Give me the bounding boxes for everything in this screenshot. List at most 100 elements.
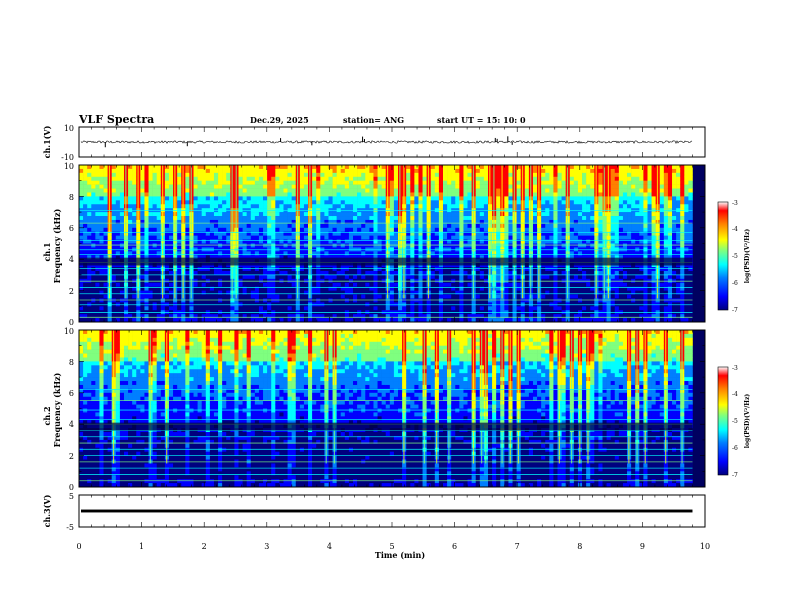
spec1-cell	[275, 267, 280, 272]
spec1-cell	[197, 251, 202, 256]
spec1-cell	[361, 231, 366, 236]
spec1-burst	[472, 165, 475, 299]
spec1-cell	[83, 172, 88, 178]
spec1-cell	[218, 216, 223, 221]
spec1-cell	[209, 212, 215, 217]
spec1-cell	[557, 306, 562, 311]
spec1-cell	[577, 239, 583, 244]
spec1-cell	[213, 216, 219, 221]
spec1-cell	[569, 219, 575, 225]
spec1-cell	[238, 200, 243, 205]
spec1-cell	[516, 286, 522, 291]
spec1-cell	[230, 314, 235, 319]
spec1-cell	[279, 274, 284, 280]
spec1-cell	[365, 227, 370, 233]
spec1-burst	[386, 165, 389, 299]
spec1-cell	[459, 231, 464, 236]
spec1-cell	[418, 286, 423, 291]
spec1-cell	[451, 243, 456, 248]
spec1-cell	[357, 200, 362, 205]
spec1-cell	[373, 176, 378, 181]
spec1-cell	[422, 267, 427, 272]
spec1-cell	[128, 219, 133, 225]
spec1-cell	[213, 267, 219, 272]
spec1-cell	[553, 274, 558, 280]
spec1-cell	[353, 267, 358, 272]
spec1-cell	[185, 192, 190, 197]
spec1-cell	[132, 235, 137, 240]
spec1-cell	[279, 267, 284, 272]
spec1-cell	[336, 282, 342, 287]
spec1-cell	[164, 227, 170, 233]
spec1-cell	[577, 172, 583, 178]
spec1-cell	[263, 255, 268, 260]
spec1-cell	[128, 212, 133, 217]
spec1-cell	[197, 200, 202, 205]
spec1-cell	[128, 314, 133, 319]
spec1-cell	[111, 223, 117, 229]
spec1-cell	[455, 204, 460, 209]
spec1-cell	[369, 165, 374, 170]
spec1-cell	[373, 255, 378, 260]
spec1-cell	[271, 188, 276, 193]
spec1-cell	[516, 176, 522, 181]
spec1-cell	[213, 184, 219, 189]
spec1-cell	[553, 314, 558, 319]
spec1-cell	[479, 180, 485, 185]
spec1-cell	[209, 180, 215, 185]
spec1-cell	[459, 235, 464, 240]
spec1-cell	[222, 184, 227, 189]
spec1-cell	[128, 168, 133, 174]
spec1-cell	[393, 255, 399, 260]
spec1-cell	[218, 192, 223, 197]
spec1-cell	[340, 286, 346, 291]
spec1-cell	[475, 318, 481, 323]
spec1-cell	[516, 204, 522, 209]
spec1-cell	[573, 176, 579, 181]
spec1-cell	[479, 286, 485, 291]
spec1-cell	[299, 188, 305, 193]
spec1-cell	[438, 200, 444, 205]
spec1-cell	[320, 231, 325, 236]
spec1-cell	[148, 184, 153, 189]
spec1-cell	[95, 274, 100, 280]
spec1-cell	[185, 239, 190, 244]
spec1-cell	[226, 180, 231, 185]
spec1-cell	[463, 223, 468, 229]
spec1-cell	[557, 294, 562, 299]
spec1-cell	[271, 192, 276, 197]
spec1-cell	[238, 168, 243, 174]
spec1-cell	[111, 216, 117, 221]
spec1-cell	[209, 270, 215, 276]
spec1-cell	[332, 251, 337, 256]
spec1-cell	[320, 168, 325, 174]
spec1-cell	[189, 314, 194, 319]
spec1-cell	[303, 298, 309, 303]
spec1-cell	[254, 282, 260, 287]
spec1-cell	[312, 168, 317, 174]
spec1-cell	[418, 243, 423, 248]
spec1-cell	[99, 165, 104, 170]
spec1-cell	[83, 274, 88, 280]
spec1-cell	[393, 231, 399, 236]
spec1-cell	[283, 270, 288, 276]
spec1-cell	[582, 267, 587, 272]
spec1-cell	[213, 282, 219, 287]
spec1-cell	[553, 251, 558, 256]
spec1-cell	[79, 270, 84, 276]
spec1-cell	[275, 227, 280, 233]
spec1-cell	[222, 188, 227, 193]
spec1-cell	[201, 223, 207, 229]
spec1-cell	[291, 168, 297, 174]
spec1-cell	[83, 282, 88, 287]
spec1-cell	[434, 267, 440, 272]
spec1-cell	[573, 200, 579, 205]
spec1-cell	[532, 314, 538, 319]
ch1-wave-ytick-top: 10	[64, 124, 74, 133]
spec1-cell	[213, 306, 219, 311]
spec1-cell	[250, 314, 256, 319]
spec1-cell	[115, 165, 121, 170]
spec1-cell	[209, 165, 215, 170]
spec1-cell	[524, 290, 530, 295]
spec1-cell	[324, 290, 329, 295]
